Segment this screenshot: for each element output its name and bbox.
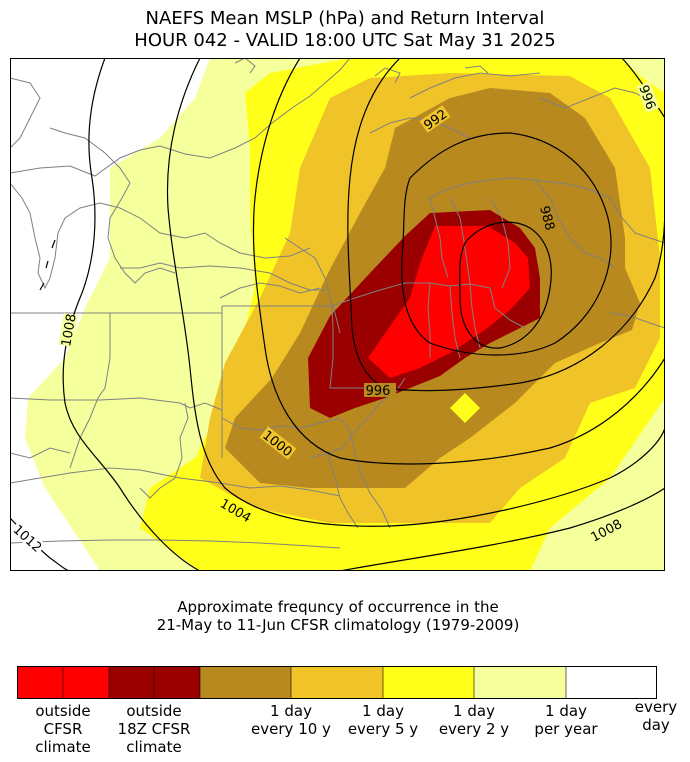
isobar-1004 — [166, 58, 665, 527]
legend-label-outside-cfsr: outside CFSR climate — [35, 702, 91, 756]
colorbar-every-day — [566, 666, 657, 699]
colorbar-per-year — [474, 666, 566, 699]
map-subtitle: HOUR 042 - VALID 18:00 UTC Sat May 31 20… — [134, 30, 556, 51]
return-interval-map: 996 992 988 1008 996 1000 1004 1012 1008 — [10, 58, 665, 571]
colorbar-every-2y — [383, 666, 474, 699]
zone-outside-cfsr — [368, 226, 530, 378]
map-frame — [10, 58, 665, 571]
colorbar-every-10y — [200, 666, 291, 699]
map-title: NAEFS Mean MSLP (hPa) and Return Interva… — [145, 8, 545, 29]
legend-label-per-year: 1 day per year — [534, 702, 598, 738]
colorbar — [17, 666, 657, 699]
isobar-1008-se — [339, 487, 665, 571]
isobar-label-1008-west: 1008 — [59, 313, 80, 348]
caption-line-2: 21-May to 11-Jun CFSR climatology (1979-… — [156, 616, 520, 634]
colorbar-every-5y — [291, 666, 383, 699]
isobar-1000 — [252, 58, 665, 465]
caption-line-1: Approximate frequncy of occurrence in th… — [177, 598, 499, 616]
isobar-1012-dash — [39, 239, 56, 291]
legend-label-outside-18z: outside 18Z CFSR climate — [117, 702, 191, 756]
isobar-label-988: 988 — [536, 204, 557, 232]
isobar-988 — [459, 221, 552, 349]
legend-label-every-day: every day — [634, 698, 678, 734]
borders — [10, 58, 665, 549]
isobar-992 — [401, 132, 612, 356]
zone-patch-every-2y — [450, 393, 480, 423]
legend-label-every-5y: 1 day every 5 y — [347, 702, 419, 738]
isobar-label-996: 996 — [366, 384, 391, 399]
legend-label-every-10y: 1 day every 10 y — [251, 702, 331, 738]
colorbar-outside-18z — [109, 666, 200, 699]
legend-label-every-2y: 1 day every 2 y — [438, 702, 510, 738]
